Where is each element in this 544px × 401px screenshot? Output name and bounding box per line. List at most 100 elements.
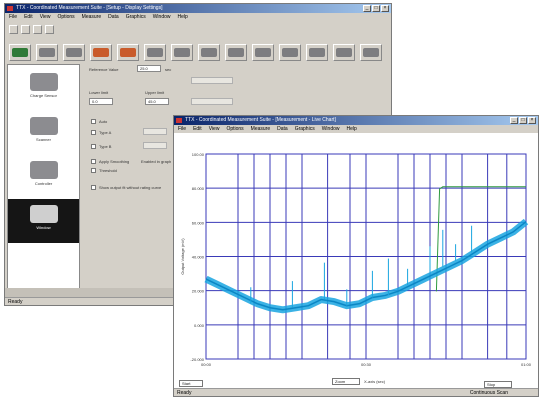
start-button[interactable]: Start: [179, 380, 203, 387]
small-toolbar: [9, 25, 54, 34]
toolbar-button-arm[interactable]: [279, 43, 301, 61]
toolbar-button-monitor[interactable]: [198, 43, 220, 61]
sidebar-item-label: Controller: [34, 181, 53, 186]
tray-icon: [309, 47, 325, 57]
option-auto-label: Auto: [99, 119, 108, 124]
print-button[interactable]: [45, 25, 54, 34]
x-tick-label: 00:00: [201, 362, 212, 367]
chart-window-titlebar[interactable]: TTX - Coordinated Measurement Suite - [M…: [174, 116, 538, 125]
live-chart[interactable]: 100.00 80.000 60.000 40.000 20.000 0.000 -20.0…: [174, 133, 538, 379]
menu-window[interactable]: Window: [152, 14, 171, 20]
toolbar-button-probe[interactable]: [117, 43, 139, 61]
menu-edit[interactable]: Edit: [24, 14, 33, 20]
y-tick-label: 20.000: [192, 289, 205, 294]
menu-measure[interactable]: Measure: [81, 14, 102, 20]
lower-limit-label: Lower limit: [89, 90, 109, 95]
menu-help[interactable]: Help: [346, 126, 357, 132]
probe-icon: [120, 47, 136, 57]
sidebar-item-charge-sensor[interactable]: Charge Sensor: [8, 67, 79, 111]
menu-graphics[interactable]: Graphics: [294, 126, 315, 132]
maximize-button[interactable]: □: [372, 5, 380, 12]
sidebar-item-controller[interactable]: Controller: [8, 155, 79, 199]
smoothing-note: Enabled in graph: [141, 159, 172, 164]
toolbar-button-robot[interactable]: [90, 43, 112, 61]
toolbar-button-dome[interactable]: [333, 43, 355, 61]
minimize-button[interactable]: _: [510, 117, 518, 124]
window-device-icon: [29, 205, 58, 223]
open-button[interactable]: [21, 25, 30, 34]
y-axis-label: Output Voltage (mV): [180, 238, 185, 275]
lower-limit-input[interactable]: 0.0: [89, 98, 113, 105]
type-a-slider[interactable]: [143, 128, 167, 135]
menu-graphics[interactable]: Graphics: [125, 14, 146, 20]
y-tick-label: 100.00: [192, 152, 205, 157]
stop-button[interactable]: Stop: [484, 381, 512, 388]
toolbar-button-rail[interactable]: [144, 43, 166, 61]
y-tick-label: -20.000: [190, 357, 204, 362]
type-b-slider[interactable]: [143, 142, 167, 149]
smoothing-label: Apply Smoothing: [99, 159, 130, 164]
status-text: Ready: [177, 390, 192, 396]
measurement-trace-core: [205, 221, 527, 311]
zoom-note: X-axis (sec): [364, 379, 386, 384]
menu-measure[interactable]: Measure: [250, 126, 271, 132]
settings-window-titlebar[interactable]: TTX - Coordinated Measurement Suite - [S…: [5, 4, 391, 13]
menu-options[interactable]: Options: [226, 126, 244, 132]
maximize-button[interactable]: □: [519, 117, 527, 124]
close-button[interactable]: ×: [381, 5, 389, 12]
menu-window[interactable]: Window: [321, 126, 340, 132]
rail-icon: [147, 47, 163, 57]
option-type-b-radio[interactable]: [91, 144, 96, 149]
close-button[interactable]: ×: [528, 117, 536, 124]
display-icon: [174, 47, 190, 57]
menu-view[interactable]: View: [39, 14, 51, 20]
app-icon: [176, 118, 182, 123]
menu-data[interactable]: Data: [277, 126, 288, 132]
sensor-icon: [12, 47, 28, 57]
toolbar-button-scanner[interactable]: [36, 43, 58, 61]
menu-file[interactable]: File: [178, 126, 187, 132]
menu-view[interactable]: View: [208, 126, 220, 132]
y-tick-label: 60.000: [192, 220, 205, 225]
sidebar-item-scanner[interactable]: Scanner: [8, 111, 79, 155]
menu-bar: File Edit View Options Measure Data Grap…: [174, 125, 538, 133]
threshold-checkbox[interactable]: [91, 168, 96, 173]
sidebar-item-window[interactable]: Window: [8, 199, 79, 243]
minimize-button[interactable]: _: [363, 5, 371, 12]
chart-controls: Start Zoom X-axis (sec) Stop: [174, 378, 538, 390]
output-fit-checkbox[interactable]: [91, 185, 96, 190]
menu-options[interactable]: Options: [57, 14, 75, 20]
smoothing-checkbox[interactable]: [91, 159, 96, 164]
upper-limit-input[interactable]: 45.0: [145, 98, 169, 105]
reference-slider[interactable]: [191, 77, 233, 84]
toolbar-button-tray[interactable]: [306, 43, 328, 61]
toolbar-button-display[interactable]: [171, 43, 193, 61]
menu-help[interactable]: Help: [177, 14, 188, 20]
new-button[interactable]: [9, 25, 18, 34]
limit-slider[interactable]: [191, 98, 233, 105]
toolbar-button-link[interactable]: [225, 43, 247, 61]
menu-data[interactable]: Data: [108, 14, 119, 20]
toolbar-button-controller[interactable]: [63, 43, 85, 61]
threshold-label: Threshold: [99, 168, 117, 173]
option-auto-radio[interactable]: [91, 119, 96, 124]
status-mode: Continuous Scan: [469, 390, 508, 396]
upper-limit-label: Upper limit: [145, 90, 165, 95]
menu-file[interactable]: File: [9, 14, 18, 20]
plot-area[interactable]: 100.00 80.000 60.000 40.000 20.000 0.000 -20.0…: [174, 133, 538, 389]
robot-icon: [93, 47, 109, 57]
link-icon: [228, 47, 244, 57]
reference-unit: sec: [165, 67, 172, 72]
save-button[interactable]: [33, 25, 42, 34]
sidebar-item-label: Charge Sensor: [30, 93, 57, 98]
menu-edit[interactable]: Edit: [193, 126, 202, 132]
toolbar-button-sensor[interactable]: [9, 43, 31, 61]
reference-input[interactable]: 25.0: [137, 65, 161, 72]
toolbar-button-frame[interactable]: [360, 43, 382, 61]
toolbar-button-stage[interactable]: [252, 43, 274, 61]
zoom-button[interactable]: Zoom: [332, 378, 360, 385]
option-type-a-radio[interactable]: [91, 130, 96, 135]
y-tick-label: 0.000: [194, 323, 205, 328]
y-tick-label: 40.000: [192, 255, 205, 260]
dome-icon: [336, 47, 352, 57]
